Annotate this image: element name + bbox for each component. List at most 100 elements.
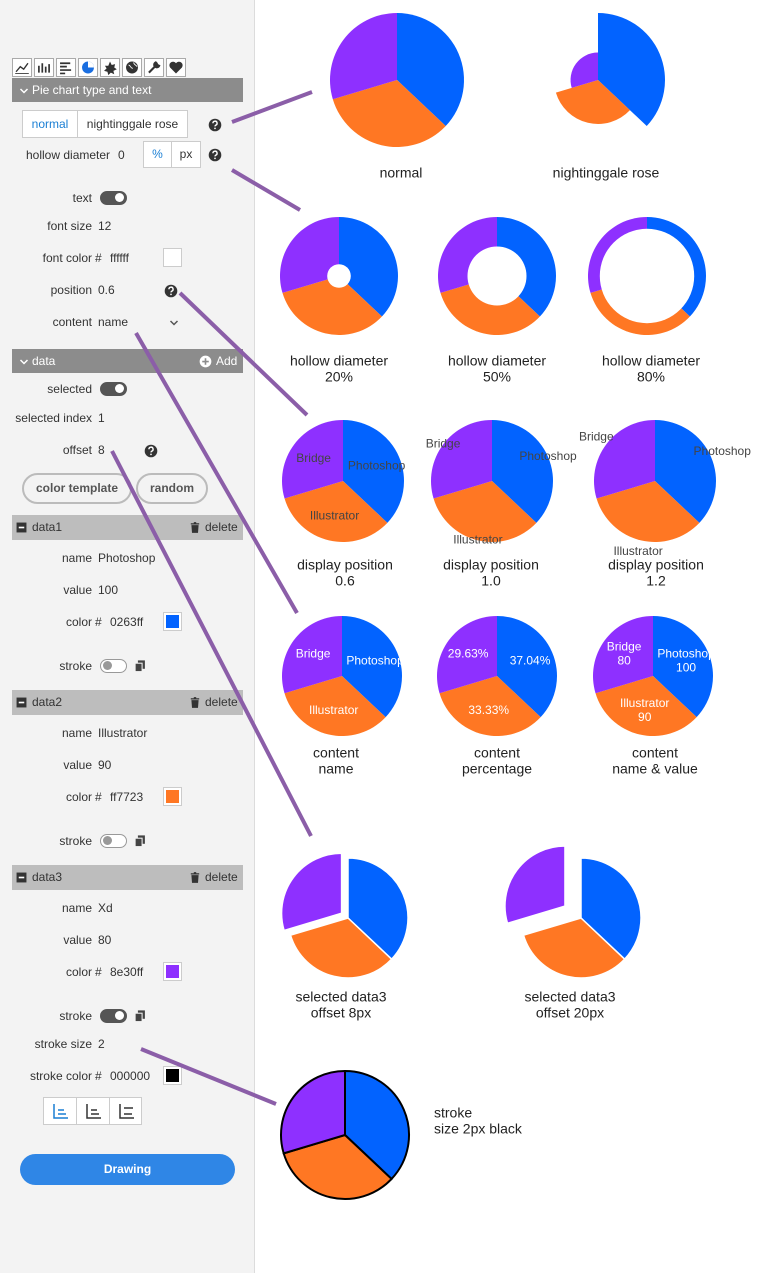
collapse-icon-glyph xyxy=(16,872,27,883)
align-glyph xyxy=(86,1104,101,1119)
help-icon xyxy=(208,148,222,162)
pill-button[interactable]: random xyxy=(136,473,208,504)
help-icon-glyph xyxy=(144,444,158,458)
trash-icon[interactable] xyxy=(189,871,201,884)
slice-label: Photoshop xyxy=(346,654,404,668)
chevron[interactable] xyxy=(169,317,179,327)
pie-slice xyxy=(289,917,393,979)
collapse-icon[interactable] xyxy=(16,522,27,533)
align-button[interactable] xyxy=(77,1098,110,1124)
unit-option[interactable]: % xyxy=(144,142,172,167)
trash-icon-glyph xyxy=(190,872,200,883)
field-value[interactable]: 000000 xyxy=(110,1069,151,1083)
color-swatch[interactable] xyxy=(163,248,182,267)
align-group[interactable] xyxy=(43,1097,142,1125)
help-icon xyxy=(164,284,178,298)
slice-label-line: Illustrator xyxy=(453,533,502,547)
field-value[interactable]: 0263ff xyxy=(110,615,144,629)
color-swatch[interactable] xyxy=(163,787,182,806)
field-value[interactable]: Illustrator xyxy=(98,726,148,740)
pie-slice xyxy=(595,676,697,736)
unit-option[interactable]: px xyxy=(179,147,193,161)
collapse-icon[interactable] xyxy=(16,872,27,883)
slice-label: Photoshop xyxy=(519,449,577,463)
align-button[interactable] xyxy=(110,1098,143,1124)
type-switch[interactable]: normal nightinggale rose xyxy=(22,110,188,138)
slice-label: Illustrator xyxy=(309,703,358,717)
example-caption: offset 8px xyxy=(311,1005,371,1021)
type-option[interactable]: nightinggale rose xyxy=(86,117,179,131)
slice-label: Photoshop xyxy=(348,459,406,473)
connector xyxy=(231,90,313,124)
toggle[interactable] xyxy=(100,382,127,396)
chevron[interactable] xyxy=(19,356,29,366)
pie-slice xyxy=(344,1069,410,1181)
collapse-icon[interactable] xyxy=(16,697,27,708)
add-icon[interactable] xyxy=(199,355,212,368)
field-label: stroke size xyxy=(34,1037,92,1051)
color-swatch[interactable] xyxy=(163,1066,182,1085)
field-value[interactable]: 100 xyxy=(98,583,119,597)
field-value[interactable]: 1 xyxy=(98,411,105,425)
add-label[interactable]: Add xyxy=(216,354,238,368)
field-label: content xyxy=(52,315,92,329)
align-button[interactable] xyxy=(44,1098,77,1124)
field-value[interactable]: 8 xyxy=(98,443,105,457)
toolbar-icon[interactable] xyxy=(56,58,76,77)
type-option[interactable]: normal xyxy=(23,111,78,137)
toolbar-icon[interactable] xyxy=(100,58,120,77)
example-caption: stroke xyxy=(434,1105,472,1121)
field-value[interactable]: Photoshop xyxy=(98,551,156,565)
toggle[interactable] xyxy=(100,659,127,673)
copy-icon[interactable] xyxy=(133,1009,147,1023)
field-value[interactable]: 12 xyxy=(98,219,112,233)
field-value[interactable]: Xd xyxy=(98,901,113,915)
toggle[interactable] xyxy=(100,191,127,205)
field-value[interactable]: name xyxy=(98,315,129,329)
field-value[interactable]: 90 xyxy=(98,758,112,772)
delete-label[interactable]: delete xyxy=(205,695,238,709)
example-caption: hollow diameter xyxy=(290,353,388,369)
toolbar-icon[interactable] xyxy=(122,58,142,77)
slice-label-line: Illustrator xyxy=(309,703,358,717)
example-caption: selected data3 xyxy=(524,989,615,1005)
field-value[interactable]: 80 xyxy=(98,933,112,947)
unit-switch[interactable]: % px xyxy=(143,141,201,168)
color-swatch[interactable] xyxy=(163,612,182,631)
draw-button[interactable]: Drawing xyxy=(20,1154,235,1185)
example-caption: content xyxy=(632,745,678,761)
field-value[interactable]: 8e30ff xyxy=(110,965,144,979)
field-value[interactable]: 0 xyxy=(118,148,125,162)
delete-label[interactable]: delete xyxy=(205,870,238,884)
copy-icon[interactable] xyxy=(133,834,147,848)
example-caption: offset 20px xyxy=(536,1005,604,1021)
field-value[interactable]: ff7723 xyxy=(110,790,144,804)
field-label: selected xyxy=(47,382,92,396)
toggle[interactable] xyxy=(100,834,127,848)
pie-slice xyxy=(439,676,541,736)
field-label: stroke xyxy=(59,659,92,673)
toolbar-icon[interactable] xyxy=(12,58,32,77)
pie-slice xyxy=(280,217,339,293)
slice-label-line: Photoshop xyxy=(694,444,752,458)
toolbar-icon[interactable] xyxy=(144,58,164,77)
field-value[interactable]: ffffff xyxy=(110,251,129,265)
toolbar-icon[interactable] xyxy=(78,58,98,77)
hash: # xyxy=(95,251,102,265)
toolbar-icon-glyph xyxy=(15,62,29,74)
toolbar-icon[interactable] xyxy=(34,58,54,77)
field-value[interactable]: 0.6 xyxy=(98,283,115,297)
field-value[interactable]: 2 xyxy=(98,1037,105,1051)
slice-label-line: Photoshop xyxy=(519,449,577,463)
chevron[interactable] xyxy=(19,85,29,95)
toolbar-icon[interactable] xyxy=(166,58,186,77)
copy-icon[interactable] xyxy=(133,659,147,673)
trash-icon[interactable] xyxy=(189,696,201,709)
toggle[interactable] xyxy=(100,1009,127,1023)
color-swatch[interactable] xyxy=(163,962,182,981)
field-label: stroke color xyxy=(29,1069,92,1083)
pie-slice xyxy=(598,13,665,126)
slice-label-line: 29.63% xyxy=(448,647,489,661)
trash-icon[interactable] xyxy=(189,521,201,534)
delete-label[interactable]: delete xyxy=(205,520,238,534)
